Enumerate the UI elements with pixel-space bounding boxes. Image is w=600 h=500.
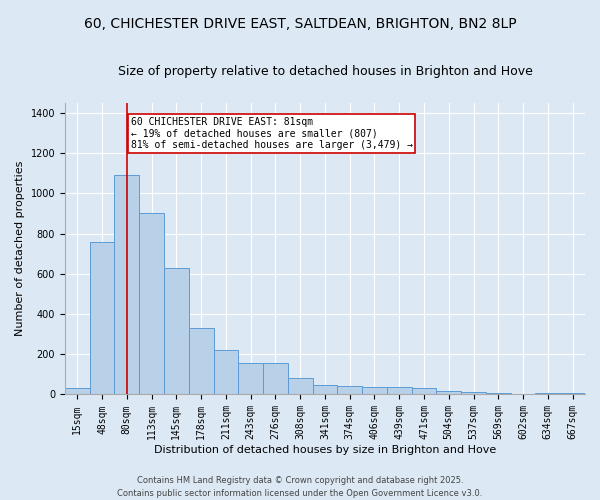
Bar [189,328,214,394]
Bar [164,268,189,394]
Text: Contains HM Land Registry data © Crown copyright and database right 2025.
Contai: Contains HM Land Registry data © Crown c… [118,476,482,498]
Bar [412,388,436,394]
Bar [436,391,461,394]
Bar [362,387,387,394]
Bar [115,175,139,394]
Bar [89,242,115,394]
Title: Size of property relative to detached houses in Brighton and Hove: Size of property relative to detached ho… [118,65,532,78]
Bar [288,378,313,394]
Bar [313,386,337,394]
X-axis label: Distribution of detached houses by size in Brighton and Hove: Distribution of detached houses by size … [154,445,496,455]
Y-axis label: Number of detached properties: Number of detached properties [15,161,25,336]
Bar [337,386,362,394]
Bar [214,350,238,395]
Bar [65,388,89,394]
Bar [263,364,288,394]
Bar [461,392,486,394]
Bar [560,393,585,394]
Bar [387,388,412,394]
Bar [238,364,263,394]
Bar [139,214,164,394]
Bar [486,393,511,394]
Text: 60, CHICHESTER DRIVE EAST, SALTDEAN, BRIGHTON, BN2 8LP: 60, CHICHESTER DRIVE EAST, SALTDEAN, BRI… [83,18,517,32]
Text: 60 CHICHESTER DRIVE EAST: 81sqm
← 19% of detached houses are smaller (807)
81% o: 60 CHICHESTER DRIVE EAST: 81sqm ← 19% of… [131,117,413,150]
